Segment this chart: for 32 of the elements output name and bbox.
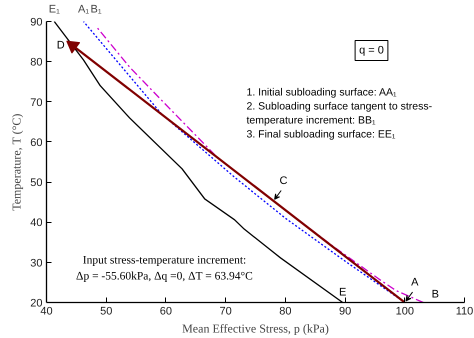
- annotation: q = 0: [359, 44, 384, 56]
- x-tick-label: 40: [40, 306, 53, 318]
- y-axis-title: Temperature, T (°C): [9, 114, 24, 211]
- annotation: A₁: [78, 4, 90, 16]
- x-tick-label: 100: [396, 306, 414, 318]
- y-tick-label: 20: [30, 298, 43, 310]
- x-tick-label: 110: [456, 306, 474, 318]
- x-tick-label: 80: [279, 306, 292, 318]
- x-axis-title: Mean Effective Stress, p (kPa): [182, 322, 329, 336]
- annotation: A: [411, 276, 420, 288]
- annotation: Input stress-temperature increment:: [82, 254, 246, 266]
- y-tick-label: 50: [30, 177, 43, 190]
- annotation: 3. Final subloading surface: EE₁: [246, 128, 396, 140]
- annotation: 1. Initial subloading surface: AA₁: [246, 86, 398, 98]
- y-tick-label: 70: [30, 96, 43, 109]
- x-tick-label: 60: [160, 306, 172, 318]
- annotation: E: [339, 286, 346, 298]
- y-tick-label: 90: [30, 16, 43, 28]
- annotation: 2. Subloading surface tangent to stress-temperature increment: BB₁: [246, 100, 433, 126]
- y-tick-label: 40: [30, 217, 43, 230]
- x-tick-label: 50: [100, 306, 112, 318]
- annotation: Δp = -55.60kPa, Δq =0, ΔT = 63.94°C: [76, 270, 254, 282]
- annotation: B: [432, 288, 439, 300]
- annotation: B₁: [90, 4, 102, 16]
- x-tick-label: 70: [220, 306, 232, 318]
- y-tick-label: 60: [30, 136, 43, 149]
- annotation: D: [56, 40, 65, 52]
- annotation: E₁: [48, 4, 60, 16]
- x-tick-label: 90: [338, 306, 352, 318]
- annotation: C: [279, 174, 288, 187]
- y-tick-label: 30: [30, 257, 43, 270]
- y-tick-label: 80: [30, 56, 43, 69]
